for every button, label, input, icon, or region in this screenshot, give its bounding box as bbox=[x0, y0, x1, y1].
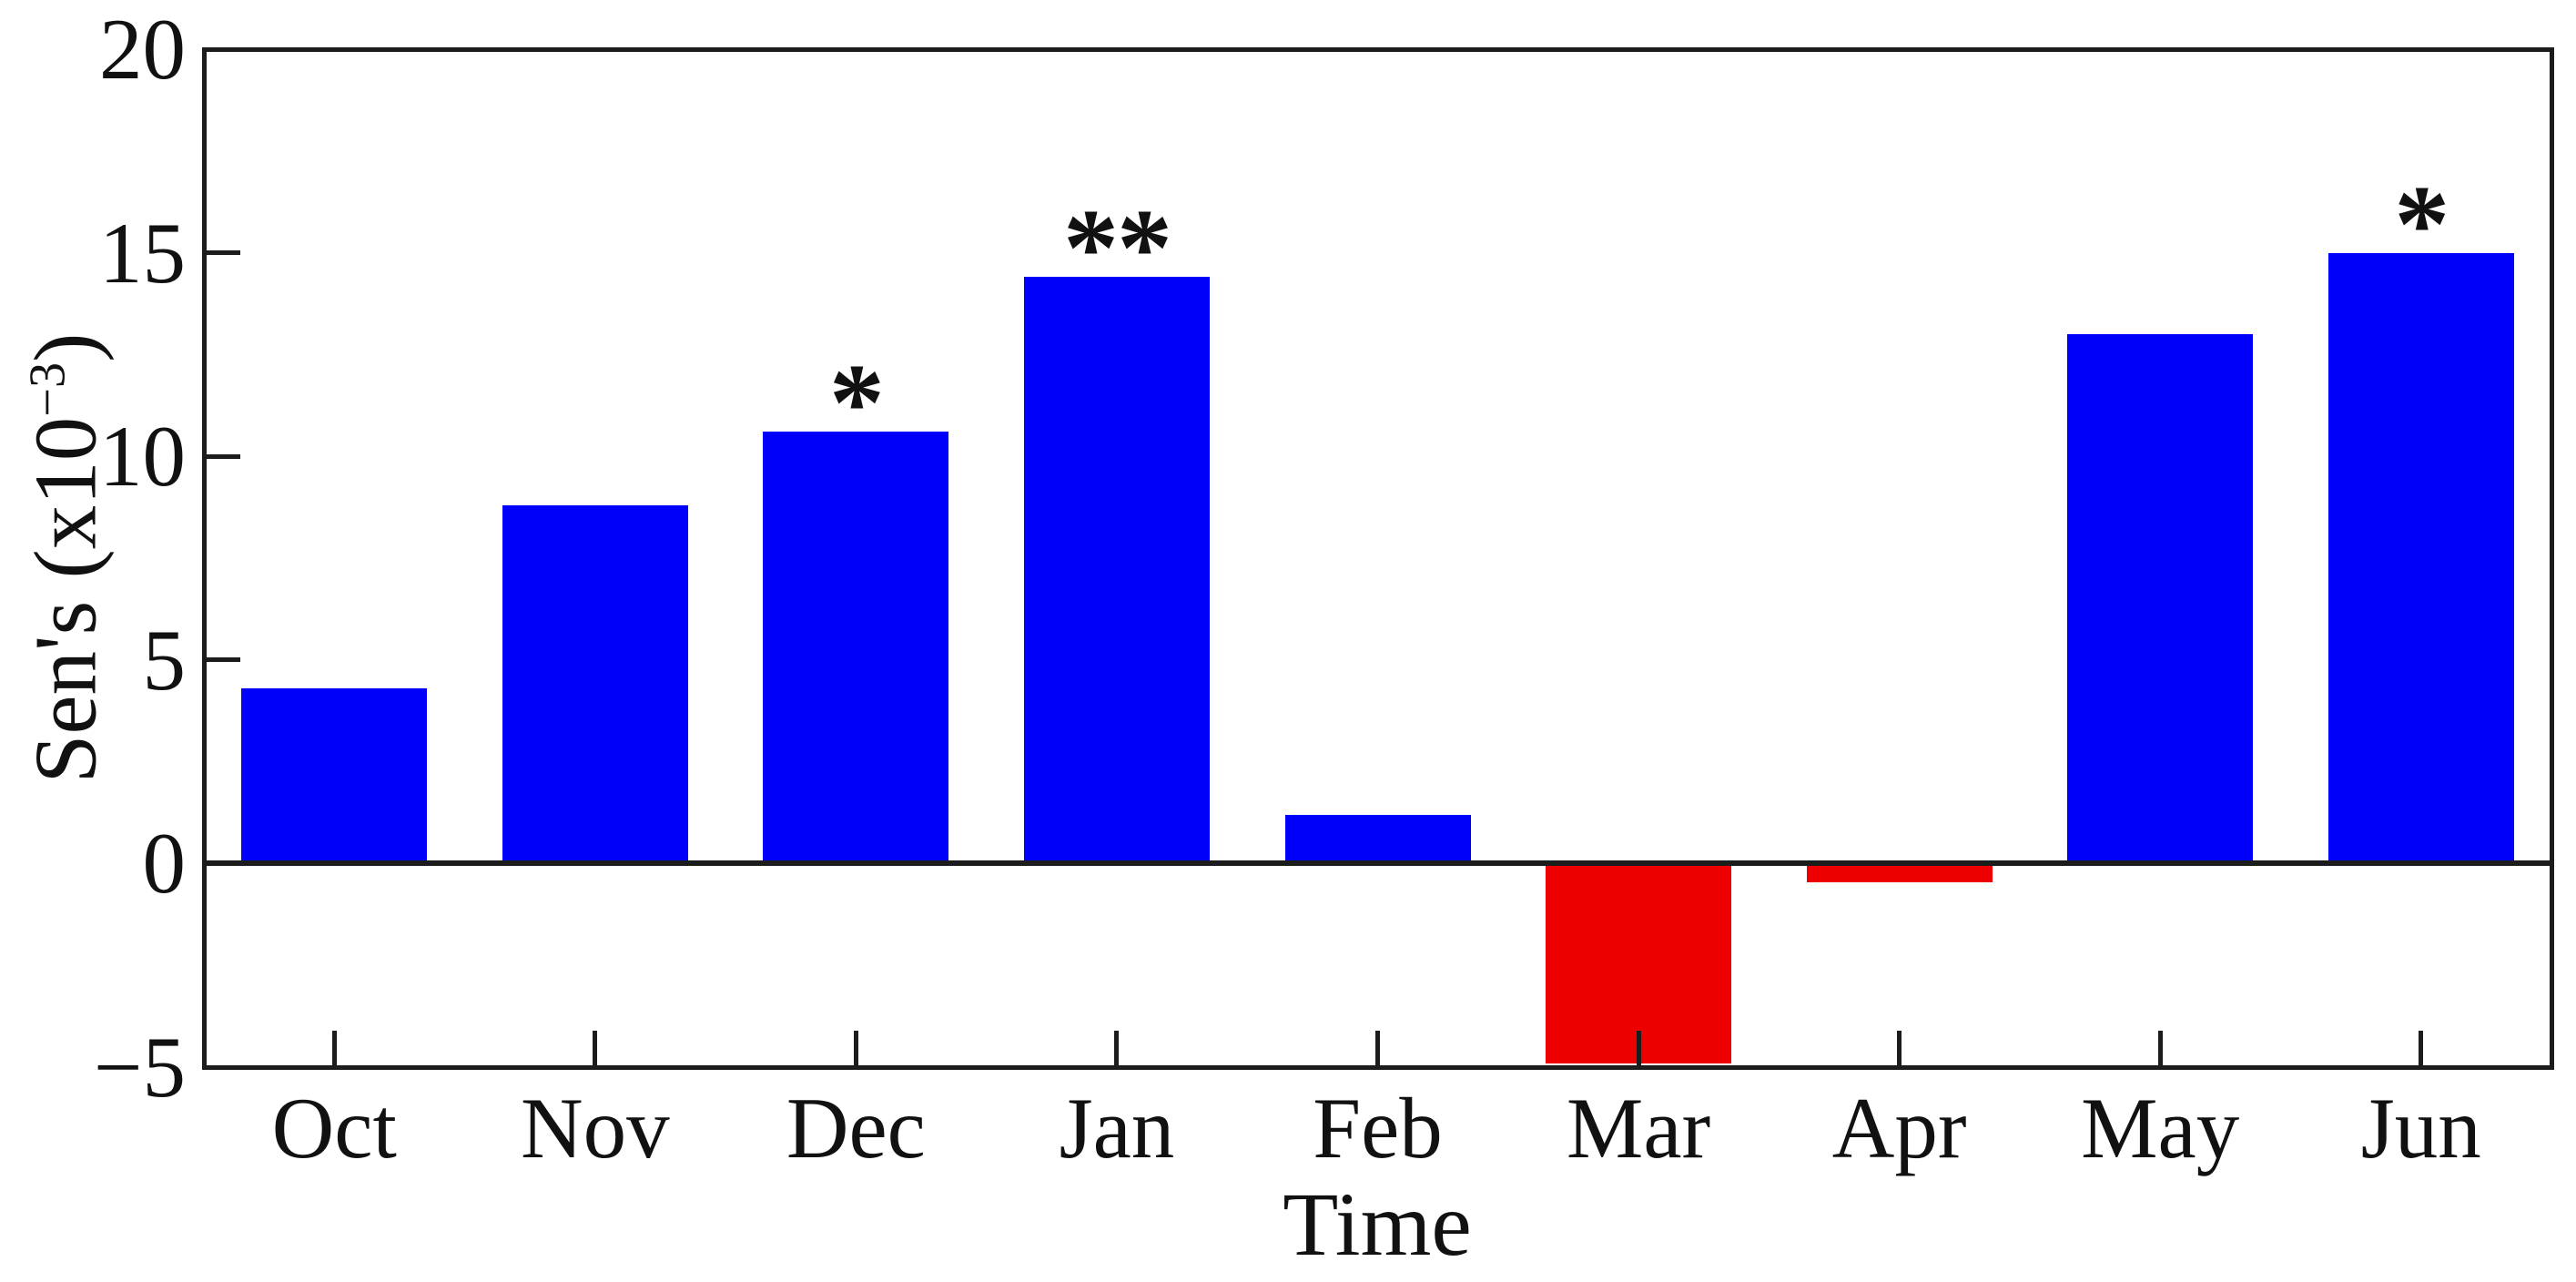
x-tick-label-jun: Jun bbox=[2360, 1080, 2481, 1176]
x-tick-mark-nov bbox=[593, 1031, 598, 1067]
y-tick-mark-5 bbox=[204, 657, 240, 663]
x-tick-mark-jan bbox=[1114, 1031, 1120, 1067]
x-tick-label-mar: Mar bbox=[1566, 1080, 1711, 1176]
x-tick-label-apr: Apr bbox=[1831, 1080, 1967, 1176]
significance-marker-dec: * bbox=[828, 341, 885, 465]
bar-nov bbox=[502, 504, 688, 864]
x-tick-label-may: May bbox=[2081, 1080, 2240, 1176]
bar-may bbox=[2067, 334, 2254, 864]
significance-marker-jan: ** bbox=[1062, 187, 1172, 310]
bar-jan bbox=[1023, 277, 1210, 864]
x-tick-mark-apr bbox=[1897, 1031, 1902, 1067]
y-tick-label-0: 0 bbox=[142, 815, 187, 912]
x-tick-mark-dec bbox=[853, 1031, 858, 1067]
x-tick-label-jan: Jan bbox=[1059, 1080, 1175, 1176]
x-tick-mark-mar bbox=[1636, 1031, 1641, 1067]
y-tick-mark-10 bbox=[204, 453, 240, 459]
y-tick-label-20: 20 bbox=[99, 1, 186, 97]
x-tick-mark-may bbox=[2157, 1031, 2163, 1067]
x-tick-label-feb: Feb bbox=[1313, 1080, 1443, 1176]
y-tick-label-5: 5 bbox=[142, 611, 187, 708]
y-tick-label-15: 15 bbox=[99, 204, 186, 301]
y-tick-label-10: 10 bbox=[99, 408, 186, 505]
y-tick-label-−5: −5 bbox=[93, 1019, 186, 1115]
bar-apr bbox=[1806, 863, 1993, 882]
y-axis-title-text: Sen's (x10 bbox=[16, 416, 115, 784]
x-tick-mark-feb bbox=[1375, 1031, 1380, 1067]
bar-mar bbox=[1546, 863, 1732, 1063]
significance-marker-jun: * bbox=[2394, 162, 2449, 286]
x-tick-label-oct: Oct bbox=[271, 1080, 397, 1176]
zero-axis-line bbox=[204, 860, 2551, 867]
bar-dec bbox=[763, 432, 949, 864]
plot-area bbox=[201, 46, 2554, 1070]
x-axis-title: Time bbox=[1283, 1174, 1472, 1275]
y-axis-title-close: ) bbox=[16, 332, 115, 362]
bar-oct bbox=[241, 688, 428, 864]
y-tick-mark-15 bbox=[204, 250, 240, 256]
y-axis-title-exponent: −3 bbox=[19, 361, 76, 417]
y-axis-title: Sen's (x10−3) bbox=[17, 333, 115, 784]
x-tick-mark-jun bbox=[2419, 1031, 2424, 1067]
x-tick-label-nov: Nov bbox=[521, 1080, 670, 1176]
x-tick-label-dec: Dec bbox=[786, 1080, 926, 1176]
x-tick-mark-oct bbox=[331, 1031, 337, 1067]
bar-feb bbox=[1284, 814, 1471, 864]
bar-jun bbox=[2328, 252, 2514, 864]
